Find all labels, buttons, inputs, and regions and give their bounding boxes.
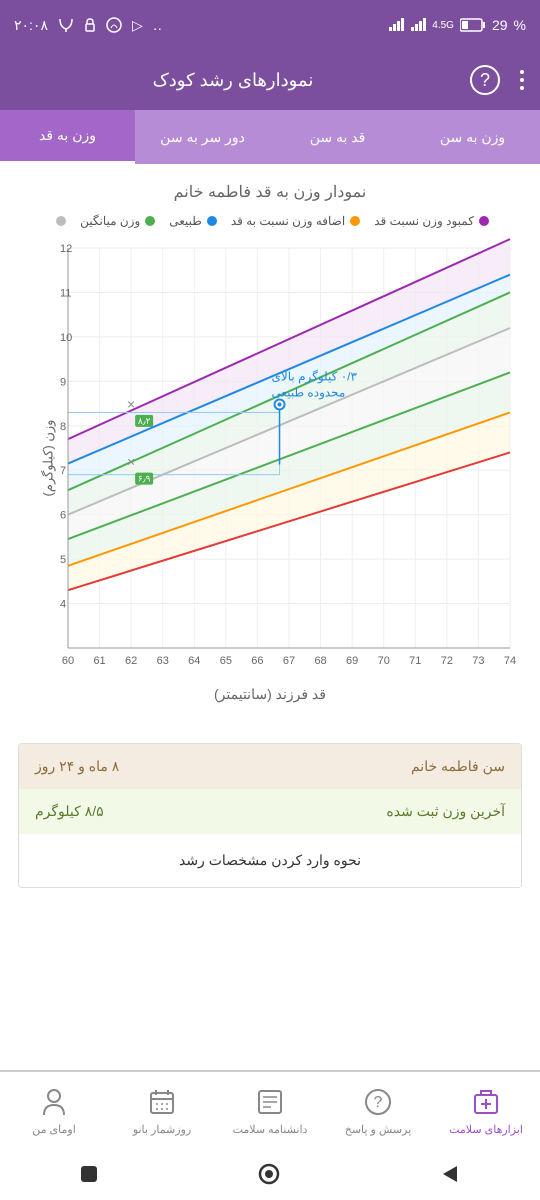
nav-label: اومای من	[32, 1123, 76, 1136]
svg-text:۰/۳ کیلوگرم بالای: ۰/۳ کیلوگرم بالای	[272, 369, 358, 383]
system-nav	[0, 1148, 540, 1200]
battery-pct: 29	[492, 17, 508, 33]
nav-encyclopedia[interactable]: دانشنامه سلامت	[216, 1072, 324, 1148]
clock: ۲۰:۰۸	[14, 17, 48, 34]
nav-label: دانشنامه سلامت	[233, 1123, 308, 1136]
weight-value: ۸/۵ کیلوگرم	[35, 803, 104, 820]
nav-qa[interactable]: ? پرسش و پاسخ	[324, 1072, 432, 1148]
svg-text:70: 70	[378, 655, 390, 667]
status-bar: %29 4.5G ‥ ▷ ۲۰:۰۸	[0, 0, 540, 50]
svg-text:72: 72	[441, 655, 453, 667]
svg-text:62: 62	[125, 655, 137, 667]
svg-text:67: 67	[283, 655, 295, 667]
svg-text:10: 10	[60, 332, 72, 344]
app-header: ? نمودارهای رشد کودک	[0, 50, 540, 110]
nav-label: پرسش و پاسخ	[345, 1123, 412, 1136]
weight-row: آخرین وزن ثبت شده ۸/۵ کیلوگرم	[19, 789, 521, 834]
svg-text:محدوده طبیعی: محدوده طبیعی	[272, 385, 346, 399]
svg-text:12: 12	[60, 243, 72, 255]
nav-calendar[interactable]: روزشمار بانو	[108, 1072, 216, 1148]
svg-text:۸٫۲: ۸٫۲	[138, 416, 151, 426]
svg-text:71: 71	[409, 655, 421, 667]
svg-text:68: 68	[314, 655, 326, 667]
home-icon[interactable]	[257, 1162, 281, 1186]
svg-text:65: 65	[220, 655, 232, 667]
svg-text:60: 60	[62, 655, 74, 667]
age-label: سن فاطمه خانم	[411, 758, 505, 775]
bottom-nav: ابزارهای سلامت ? پرسش و پاسخ دانشنامه سل…	[0, 1070, 540, 1148]
recent-icon[interactable]	[79, 1164, 99, 1184]
y-axis-label: وزن (کیلوگرم)	[40, 420, 56, 497]
menu-dots-icon[interactable]	[520, 70, 524, 90]
nav-label: روزشمار بانو	[133, 1123, 191, 1136]
svg-text:9: 9	[60, 376, 66, 388]
weight-label: آخرین وزن ثبت شده	[386, 803, 505, 820]
svg-text:66: 66	[251, 655, 263, 667]
x-axis-label: قد فرزند (سانتیمتر)	[18, 686, 522, 703]
howto-button[interactable]: نحوه وارد کردن مشخصات رشد	[19, 834, 521, 887]
svg-text:63: 63	[157, 655, 169, 667]
svg-text:8: 8	[60, 421, 66, 433]
age-row: سن فاطمه خانم ۸ ماه و ۲۴ روز	[19, 744, 521, 789]
svg-text:69: 69	[346, 655, 358, 667]
svg-text:×: ×	[127, 396, 135, 412]
chart-legend: کمبود وزن نسبت قداضافه وزن نسبت به قدطبی…	[18, 214, 522, 228]
tab-head-age[interactable]: دور سر به سن	[135, 110, 270, 164]
tab-bar: وزن به سن قد به سن دور سر به سن وزن به ق…	[0, 110, 540, 164]
page-title: نمودارهای رشد کودک	[16, 70, 450, 91]
tab-height-age[interactable]: قد به سن	[270, 110, 405, 164]
net-label: 4.5G	[432, 20, 454, 31]
svg-text:73: 73	[472, 655, 484, 667]
svg-text:74: 74	[504, 655, 516, 667]
tab-weight-age[interactable]: وزن به سن	[405, 110, 540, 164]
svg-text:6: 6	[60, 510, 66, 522]
svg-text:۶٫۹: ۶٫۹	[138, 474, 151, 484]
back-icon[interactable]	[439, 1163, 461, 1185]
howto-label: نحوه وارد کردن مشخصات رشد	[179, 852, 361, 869]
svg-text:7: 7	[60, 465, 66, 477]
tab-weight-height[interactable]: وزن به قد	[0, 110, 135, 164]
chart-title: نمودار وزن به قد فاطمه خانم	[18, 182, 522, 202]
info-box: سن فاطمه خانم ۸ ماه و ۲۴ روز آخرین وزن ث…	[18, 743, 522, 888]
nav-label: ابزارهای سلامت	[449, 1123, 523, 1136]
age-value: ۸ ماه و ۲۴ روز	[35, 758, 119, 775]
nav-tools[interactable]: ابزارهای سلامت	[432, 1072, 540, 1148]
svg-text:11: 11	[60, 287, 71, 299]
nav-profile[interactable]: اومای من	[0, 1072, 108, 1148]
growth-chart: وزن (کیلوگرم) ۰/۳ کیلوگرم بالای محدوده طب…	[18, 238, 522, 678]
svg-text:4: 4	[60, 599, 66, 611]
svg-text:?: ?	[374, 1094, 383, 1111]
svg-text:×: ×	[127, 454, 135, 470]
svg-text:64: 64	[188, 655, 200, 667]
help-icon[interactable]: ?	[470, 65, 500, 95]
svg-text:5: 5	[60, 554, 66, 566]
svg-text:61: 61	[93, 655, 105, 667]
